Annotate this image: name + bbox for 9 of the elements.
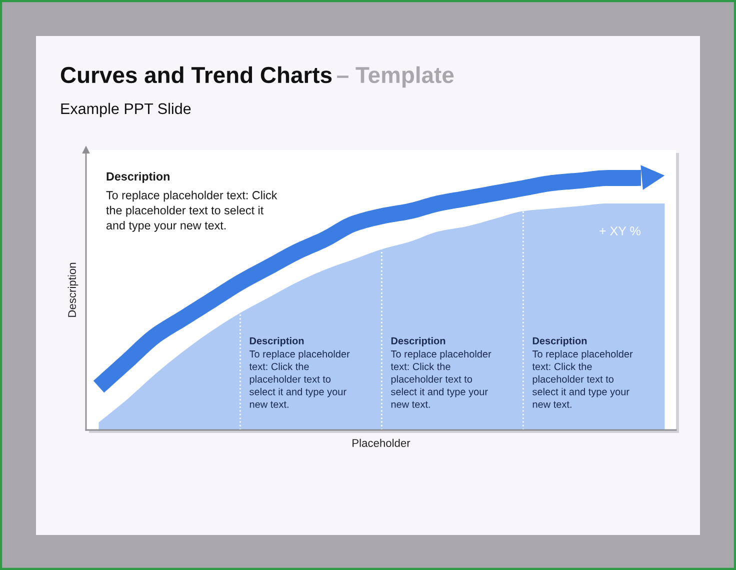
- annotation: Description To replace placeholder text: Click the placeholder text to select it and type your new text.: [249, 337, 350, 408]
- annotation: Description To replace placeholder text: Click the placeholder text to select it and type your new text.: [106, 172, 278, 232]
- annotation: Description To replace placeholder text: Click the placeholder text to select it and type your new text.: [390, 337, 492, 408]
- x-axis-title: Placeholder: [352, 438, 410, 447]
- annotation: Description To replace placeholder text: Click the placeholder text to select it and type your new text.: [532, 337, 633, 408]
- y-axis-title: Description: [68, 262, 78, 317]
- chart-subtitle: Example PPT Slide: [61, 102, 191, 118]
- annotation: + XY %: [600, 226, 640, 236]
- chart-title: Curves and Trend Charts – Template: [60, 66, 454, 88]
